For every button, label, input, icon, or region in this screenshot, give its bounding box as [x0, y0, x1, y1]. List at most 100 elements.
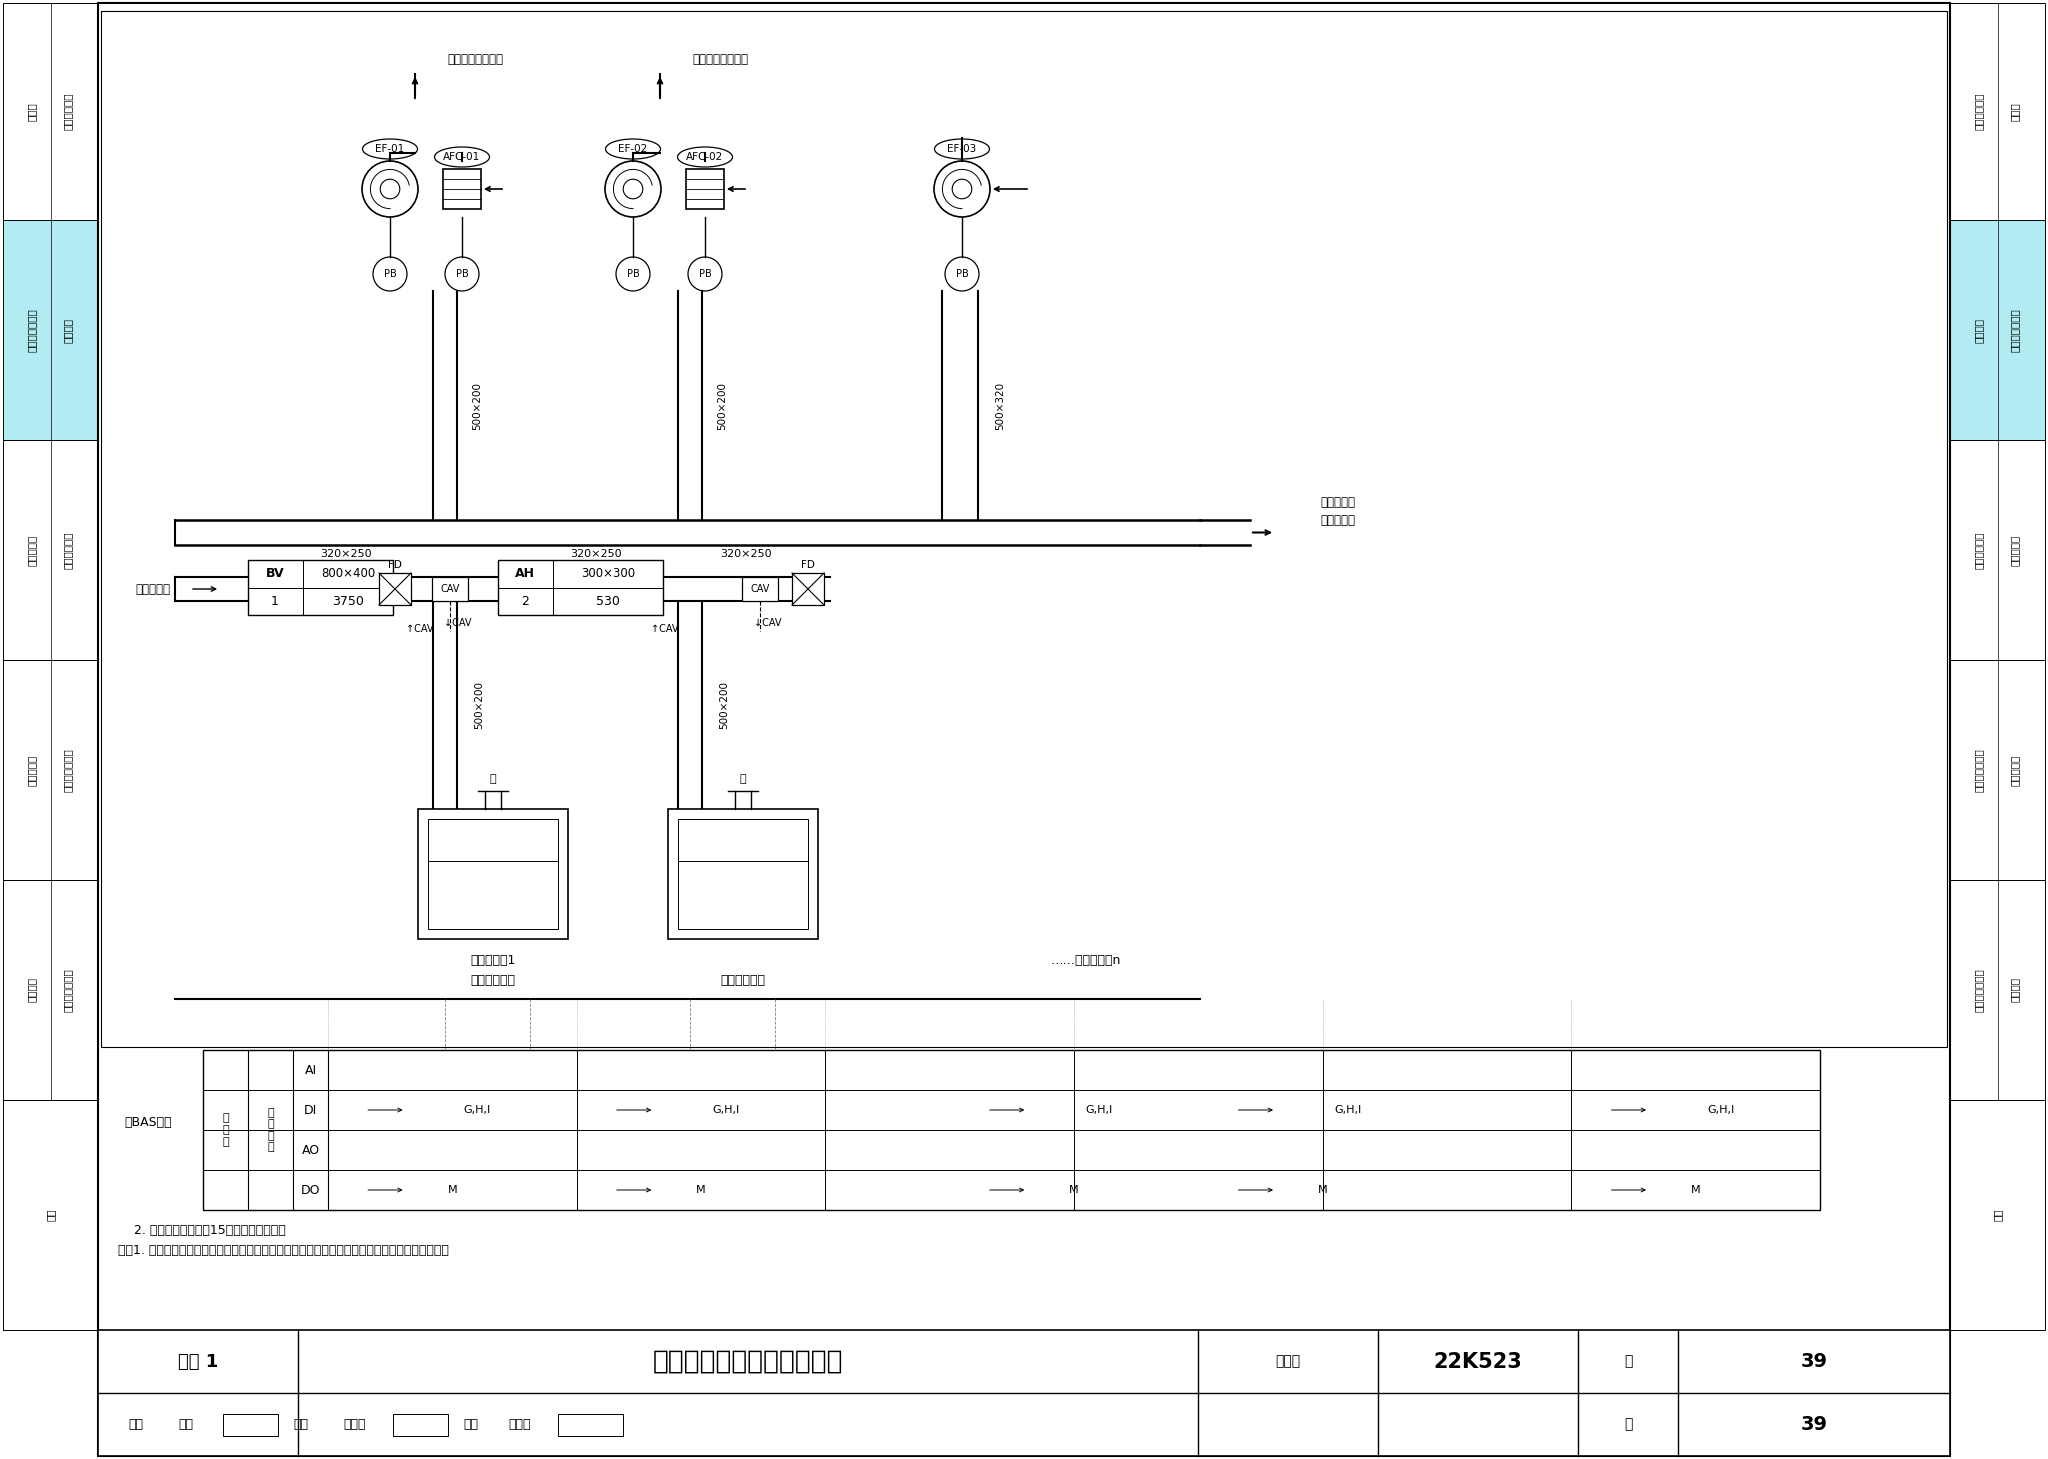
Text: PB: PB [956, 268, 969, 279]
Text: 800×400: 800×400 [322, 568, 375, 581]
Text: 320×250: 320×250 [721, 549, 772, 559]
Text: 300×300: 300×300 [582, 568, 635, 581]
Text: 信
号
类
型: 信 号 类 型 [266, 1107, 274, 1153]
Bar [393, 1414, 449, 1436]
Bar [379, 573, 412, 605]
Bar [203, 1050, 1821, 1210]
Text: 3750: 3750 [332, 595, 365, 608]
Text: 案例 1: 案例 1 [178, 1352, 219, 1370]
Text: 实验室运行维护: 实验室运行维护 [1974, 969, 1985, 1013]
Text: CAV: CAV [440, 584, 459, 594]
Text: 接至下一层: 接至下一层 [1321, 514, 1356, 527]
Text: 风阀与其他设备: 风阀与其他设备 [63, 748, 72, 792]
Text: 选用与安装: 选用与安装 [27, 534, 37, 566]
Text: AI: AI [305, 1064, 317, 1077]
Text: 320×250: 320×250 [569, 549, 623, 559]
Text: M: M [449, 1185, 457, 1195]
Text: M: M [1317, 1185, 1327, 1195]
Bar [2, 220, 98, 441]
Bar [442, 169, 481, 209]
Text: 胡雪利: 胡雪利 [508, 1418, 530, 1431]
Text: PB: PB [627, 268, 639, 279]
Text: 500×200: 500×200 [719, 681, 729, 730]
Text: 引至屋顶高空排放: 引至屋顶高空排放 [446, 53, 504, 66]
Bar [1950, 220, 2046, 441]
Bar [793, 573, 823, 605]
Circle shape [444, 257, 479, 290]
Text: 选用与安装: 选用与安装 [2009, 534, 2019, 566]
Circle shape [623, 179, 643, 198]
Text: 选用与安装: 选用与安装 [27, 754, 37, 785]
Text: 通风系统设计: 通风系统设计 [1974, 93, 1985, 130]
Text: 图集号: 图集号 [1276, 1354, 1300, 1369]
Text: 杨木和: 杨木和 [342, 1418, 365, 1431]
Text: 亖: 亖 [739, 775, 745, 783]
Text: 设计案例: 设计案例 [63, 318, 72, 343]
Text: M: M [1692, 1185, 1700, 1195]
Bar [432, 576, 469, 601]
Ellipse shape [678, 147, 733, 166]
Text: 校对: 校对 [293, 1418, 307, 1431]
Text: 控
制
器: 控 制 器 [221, 1113, 229, 1147]
Text: ↓CAV: ↓CAV [444, 619, 471, 627]
Text: 徐栢: 徐栢 [178, 1418, 193, 1431]
Bar [428, 818, 557, 929]
Text: 500×200: 500×200 [471, 381, 481, 429]
Bar [2, 880, 98, 1100]
Text: 附录: 附录 [1993, 1208, 2003, 1221]
Text: 定风量排风柜: 定风量排风柜 [471, 975, 516, 988]
Bar [98, 1331, 1950, 1456]
Text: 实验室: 实验室 [27, 102, 37, 121]
Text: M: M [1069, 1185, 1079, 1195]
Bar [2, 1100, 98, 1331]
Bar [223, 1414, 279, 1436]
Ellipse shape [606, 139, 662, 159]
Ellipse shape [362, 139, 418, 159]
Text: AFC-02: AFC-02 [686, 152, 723, 162]
Text: 亖: 亖 [489, 775, 496, 783]
Text: DI: DI [303, 1103, 317, 1116]
Text: PB: PB [383, 268, 397, 279]
Text: 530: 530 [596, 595, 621, 608]
Circle shape [944, 257, 979, 290]
Bar [686, 169, 725, 209]
Text: AO: AO [301, 1144, 319, 1157]
Text: 页: 页 [1624, 1354, 1632, 1369]
Circle shape [616, 257, 649, 290]
Text: 500×200: 500×200 [473, 681, 483, 730]
Text: CAV: CAV [750, 584, 770, 594]
Text: 实验室通风系统控制原理图: 实验室通风系统控制原理图 [653, 1348, 844, 1374]
Text: 实验室通风系统: 实验室通风系统 [27, 308, 37, 352]
Text: G,H,I: G,H,I [1333, 1104, 1362, 1115]
Bar [100, 12, 1948, 1048]
Text: 新风补风管: 新风补风管 [135, 582, 170, 595]
Circle shape [952, 179, 973, 198]
Text: 实验室: 实验室 [2009, 102, 2019, 121]
Bar [557, 1414, 623, 1436]
Bar [418, 808, 567, 940]
Text: 设计案例: 设计案例 [1974, 318, 1985, 343]
Circle shape [362, 160, 418, 217]
Text: 全面排风管: 全面排风管 [1321, 496, 1356, 509]
Text: 局部排风设备: 局部排风设备 [63, 531, 72, 569]
Circle shape [688, 257, 723, 290]
Text: 局部排风设备: 局部排风设备 [1974, 531, 1985, 569]
Text: 定风量排风柜: 定风量排风柜 [721, 975, 766, 988]
Text: 注：1. 本图不包含废气净化装置、排风柜自身的监视与控制，上述设备相关控制由工艺专业确定。: 注：1. 本图不包含废气净化装置、排风柜自身的监视与控制，上述设备相关控制由工艺… [119, 1243, 449, 1256]
Bar [1950, 441, 2046, 659]
Text: 500×320: 500×320 [995, 381, 1006, 429]
Text: 管理要求: 管理要求 [2009, 978, 2019, 1002]
Text: PB: PB [455, 268, 469, 279]
Text: 39: 39 [1800, 1415, 1827, 1434]
Text: G,H,I: G,H,I [463, 1104, 492, 1115]
Text: 审核: 审核 [129, 1418, 143, 1431]
Circle shape [373, 257, 408, 290]
Text: AH: AH [514, 568, 535, 581]
Bar [1950, 1100, 2046, 1331]
Text: ↑CAV: ↑CAV [406, 624, 434, 635]
Text: ↑CAV: ↑CAV [651, 624, 678, 635]
Text: 39: 39 [1800, 1352, 1827, 1371]
Text: EF-01: EF-01 [375, 144, 406, 155]
Text: FD: FD [387, 560, 401, 570]
Bar [2, 659, 98, 880]
